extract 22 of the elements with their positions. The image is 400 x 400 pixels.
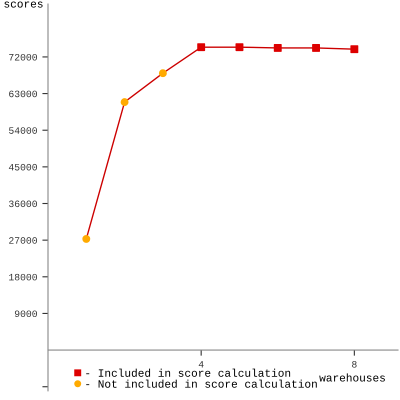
legend-label: - Included in score calculation (86, 368, 290, 377)
y-tick-label: 9000 (14, 310, 37, 318)
y-axis-title: scores (4, 2, 43, 8)
point (350, 45, 358, 54)
y-tick-label: 63000 (9, 90, 37, 98)
point (312, 44, 320, 52)
legend-label: - Not included in score calculation (86, 380, 317, 388)
point (158, 69, 167, 78)
y-tick-label: 27000 (9, 237, 37, 244)
y-tick-label: 72000 (9, 54, 37, 61)
y-tick-label: 45000 (8, 164, 37, 170)
y-tick-label: 54000 (9, 127, 37, 134)
x-tick-label: 8 (352, 361, 357, 368)
point (120, 98, 129, 106)
x-axis-title: warehouses (319, 373, 385, 382)
x-tick-label: 4 (198, 361, 204, 368)
point (236, 43, 244, 52)
point (197, 43, 206, 52)
y-tick-label: 18000 (9, 274, 37, 280)
y-tick-label: 36000 (9, 200, 37, 208)
point (274, 44, 282, 52)
point (82, 234, 90, 243)
